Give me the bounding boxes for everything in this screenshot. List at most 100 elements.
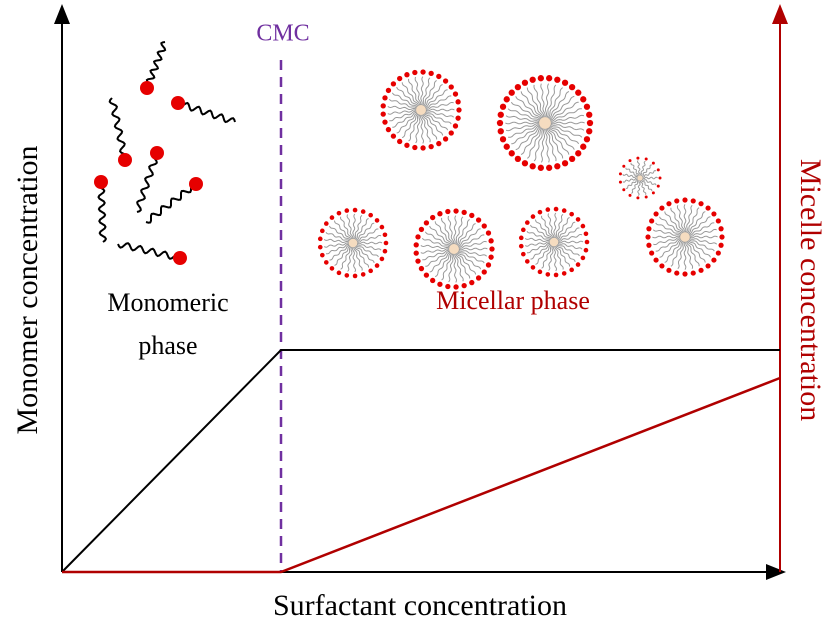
micelle-tail [653, 237, 681, 246]
micelle-head [545, 272, 551, 277]
micelle-tail [550, 123, 585, 131]
micelle-head [698, 201, 704, 207]
micelle-tail [356, 241, 383, 245]
micelle-tail [556, 221, 576, 240]
micelle-tail [505, 115, 540, 123]
micelle-tail [535, 219, 552, 239]
micelle-head [344, 273, 350, 278]
micelle-tail [556, 244, 576, 263]
micelle-head [690, 270, 696, 276]
micelle-head [561, 160, 569, 167]
micelle-head [583, 136, 591, 143]
micelle-head [583, 231, 589, 237]
micelle-head [656, 168, 660, 172]
micelle-head [428, 70, 434, 77]
micelle-head [715, 250, 721, 256]
micelle-head [618, 180, 622, 184]
micelle-head [374, 218, 380, 223]
micelle-tail [457, 250, 485, 264]
micelle-tail [545, 83, 550, 118]
micelle-tail [458, 241, 487, 249]
micelle-head [537, 269, 543, 275]
micelle-head [317, 236, 323, 242]
micelle-head [580, 255, 586, 261]
micelle-head [583, 103, 591, 110]
micelle-tail [533, 127, 544, 162]
micelle-head [360, 272, 366, 277]
micelle-tail [507, 108, 541, 122]
micelle-tail [424, 89, 448, 108]
micelle-head [469, 279, 475, 286]
micelle-head [575, 262, 581, 267]
micelle-head [653, 211, 659, 217]
micelle-head [674, 198, 680, 204]
micelle-tail [670, 207, 684, 234]
micelle-head [455, 115, 461, 121]
micelle-head [569, 211, 574, 217]
micelle-head [530, 214, 536, 219]
micelle-head [385, 126, 392, 133]
micelle-head [397, 75, 403, 82]
micelle-head [382, 232, 388, 238]
micelle-tail [340, 246, 352, 270]
monomer-tail [108, 97, 129, 161]
monomer-head [118, 153, 132, 167]
micelle-head [568, 155, 576, 163]
micelle-tail [685, 241, 694, 269]
micelle-head [497, 111, 504, 118]
micelle-head [658, 176, 662, 180]
micelle-head [336, 270, 342, 276]
micelle-head [445, 283, 451, 290]
micelle-tail [455, 219, 470, 246]
micelle-tail [548, 126, 575, 150]
micelle-tail [541, 245, 553, 269]
micelle-tail [655, 238, 682, 252]
micelle-head [413, 242, 419, 248]
micelle-head [412, 144, 418, 151]
micelle-head [379, 256, 385, 262]
micelle-head [352, 207, 358, 213]
micelle-head [430, 214, 436, 221]
micelle-head [323, 260, 329, 265]
micelle-head [497, 128, 504, 135]
micelle-tail [508, 124, 540, 138]
micelle-tail [557, 242, 583, 250]
micelle-tail [387, 109, 417, 115]
micelle-head [508, 150, 515, 157]
micelle-head [382, 119, 388, 125]
micelle-head [636, 196, 640, 200]
micelle-head [453, 284, 459, 290]
micelle-head [698, 267, 704, 273]
micelle-head [711, 257, 717, 263]
micelle-head [418, 226, 425, 233]
micelle-head [489, 246, 495, 252]
micelle-tail [687, 240, 706, 263]
micelle-tail [346, 214, 354, 240]
micelle-tail [511, 125, 541, 145]
micelle-tail [548, 90, 570, 120]
micelle-tail [356, 244, 379, 258]
micelle-tail [524, 237, 551, 242]
micelle-tail [640, 160, 646, 177]
micelle-tail [392, 111, 418, 128]
micelle-head [456, 107, 462, 113]
micelle-head [521, 227, 526, 233]
micelle-head [453, 208, 459, 214]
micelle-tail [505, 121, 540, 125]
micelle-head [404, 142, 410, 148]
micelle-head [412, 69, 418, 76]
micelle-tail [549, 124, 583, 138]
micelle-tail [456, 223, 476, 246]
cmc-label: CMC [256, 21, 309, 47]
micelle-head [420, 145, 426, 151]
micelle-head [508, 89, 515, 96]
micelle-tail [548, 95, 575, 120]
micelle-tail [352, 246, 357, 273]
micelle-head [475, 217, 482, 223]
micelle-head [455, 99, 461, 105]
micelle-head [659, 263, 665, 269]
micelle-tail [549, 125, 580, 145]
micelle-tail [423, 84, 443, 107]
micelle-tail [441, 217, 453, 245]
micelle-head [586, 128, 593, 135]
